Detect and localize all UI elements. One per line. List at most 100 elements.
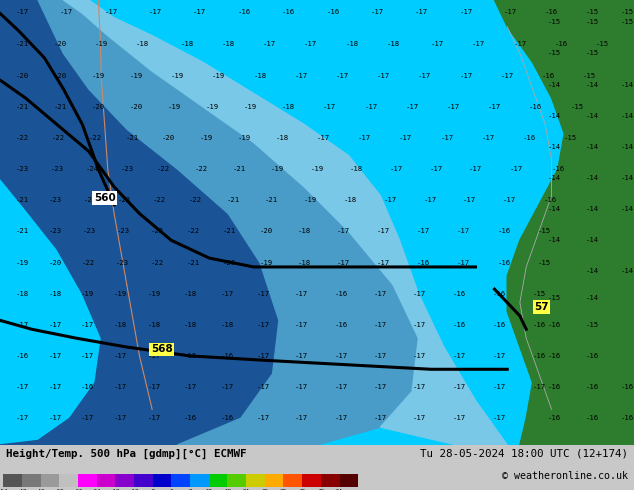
Text: -17: -17 [418, 73, 431, 78]
Text: 57: 57 [534, 302, 549, 312]
Text: -17: -17 [337, 228, 350, 234]
Bar [340, 474, 358, 487]
Text: -8: -8 [149, 489, 156, 490]
Text: -18: -18 [49, 291, 61, 296]
Bar [209, 474, 228, 487]
Polygon shape [495, 0, 634, 445]
Text: -21: -21 [16, 42, 29, 48]
Text: -18: -18 [298, 260, 311, 266]
Text: -15: -15 [538, 260, 550, 266]
Text: -20: -20 [130, 104, 143, 110]
Text: -21: -21 [265, 197, 278, 203]
Text: -18: -18 [222, 42, 235, 48]
Text: -15: -15 [548, 19, 561, 25]
Text: -17: -17 [148, 415, 161, 421]
Text: -22: -22 [82, 260, 95, 266]
Text: -15: -15 [586, 9, 599, 16]
Text: -17: -17 [510, 166, 523, 172]
Text: -48: -48 [16, 489, 27, 490]
Text: -17: -17 [374, 291, 387, 296]
Text: -15: -15 [548, 295, 561, 301]
Text: -16: -16 [327, 9, 339, 16]
Text: -15: -15 [548, 50, 561, 56]
Text: -17: -17 [457, 228, 470, 234]
Text: -16: -16 [282, 9, 295, 16]
Text: -16: -16 [493, 291, 506, 296]
Text: -18: -18 [350, 166, 363, 172]
Text: -22: -22 [187, 228, 200, 234]
Text: 48: 48 [318, 489, 325, 490]
Text: -14: -14 [586, 113, 599, 119]
Text: -17: -17 [358, 135, 371, 141]
Text: -17: -17 [469, 166, 482, 172]
Text: -17: -17 [365, 104, 377, 110]
Text: -17: -17 [295, 353, 308, 359]
Text: -17: -17 [263, 42, 276, 48]
Text: -38: -38 [54, 489, 65, 490]
Text: -17: -17 [193, 9, 206, 16]
Text: -17: -17 [335, 384, 347, 390]
Text: -19: -19 [271, 166, 284, 172]
Text: -14: -14 [621, 269, 634, 274]
Text: -15: -15 [571, 104, 583, 110]
Text: -19: -19 [238, 135, 250, 141]
Text: -17: -17 [514, 42, 526, 48]
Text: -17: -17 [377, 73, 390, 78]
Text: -17: -17 [406, 104, 418, 110]
Text: -16: -16 [335, 322, 347, 328]
Text: -19: -19 [130, 73, 143, 78]
Bar [228, 474, 246, 487]
Text: -14: -14 [621, 206, 634, 212]
Text: -17: -17 [457, 260, 470, 266]
Text: -17: -17 [413, 322, 426, 328]
Text: -17: -17 [49, 384, 61, 390]
Text: -22: -22 [151, 228, 164, 234]
Text: -18: -18 [344, 197, 356, 203]
Text: -17: -17 [114, 384, 127, 390]
Text: -17: -17 [417, 228, 430, 234]
Text: -19: -19 [212, 73, 225, 78]
Bar [283, 474, 302, 487]
Text: -17: -17 [114, 415, 127, 421]
Text: -17: -17 [413, 291, 426, 296]
Text: -16: -16 [548, 384, 561, 390]
Text: -21: -21 [223, 228, 236, 234]
Text: -14: -14 [548, 81, 561, 88]
Text: -17: -17 [16, 9, 29, 16]
Text: 560: 560 [94, 193, 115, 203]
Text: -16: -16 [586, 415, 599, 421]
Bar [246, 474, 265, 487]
Text: -20: -20 [49, 260, 62, 266]
Text: -16: -16 [221, 415, 233, 421]
Text: -16: -16 [221, 353, 233, 359]
Text: -19: -19 [200, 135, 212, 141]
Text: -17: -17 [221, 291, 233, 296]
Text: 12: 12 [205, 489, 212, 490]
Text: -17: -17 [377, 228, 390, 234]
Text: -17: -17 [295, 415, 308, 421]
Text: -17: -17 [493, 353, 506, 359]
Text: -17: -17 [16, 384, 29, 390]
Text: -17: -17 [377, 260, 390, 266]
Text: -16: -16 [586, 353, 599, 359]
Text: -16: -16 [16, 353, 29, 359]
Text: -14: -14 [548, 237, 561, 243]
Text: -18: -18 [254, 73, 266, 78]
Text: Tu 28-05-2024 18:00 UTC (12+174): Tu 28-05-2024 18:00 UTC (12+174) [420, 448, 628, 459]
Text: -18: -18 [181, 42, 193, 48]
Text: -19: -19 [114, 291, 127, 296]
Text: -16: -16 [621, 415, 634, 421]
Text: -22: -22 [157, 166, 170, 172]
Text: -20: -20 [54, 42, 67, 48]
Text: -17: -17 [335, 353, 347, 359]
Text: -17: -17 [317, 135, 330, 141]
Text: -30: -30 [73, 489, 83, 490]
Text: 24: 24 [243, 489, 250, 490]
Text: -17: -17 [304, 42, 317, 48]
Text: -14: -14 [621, 113, 634, 119]
Text: -17: -17 [374, 353, 387, 359]
Text: -14: -14 [586, 295, 599, 301]
Text: -15: -15 [586, 19, 599, 25]
Text: -17: -17 [453, 353, 466, 359]
Text: -17: -17 [16, 322, 29, 328]
